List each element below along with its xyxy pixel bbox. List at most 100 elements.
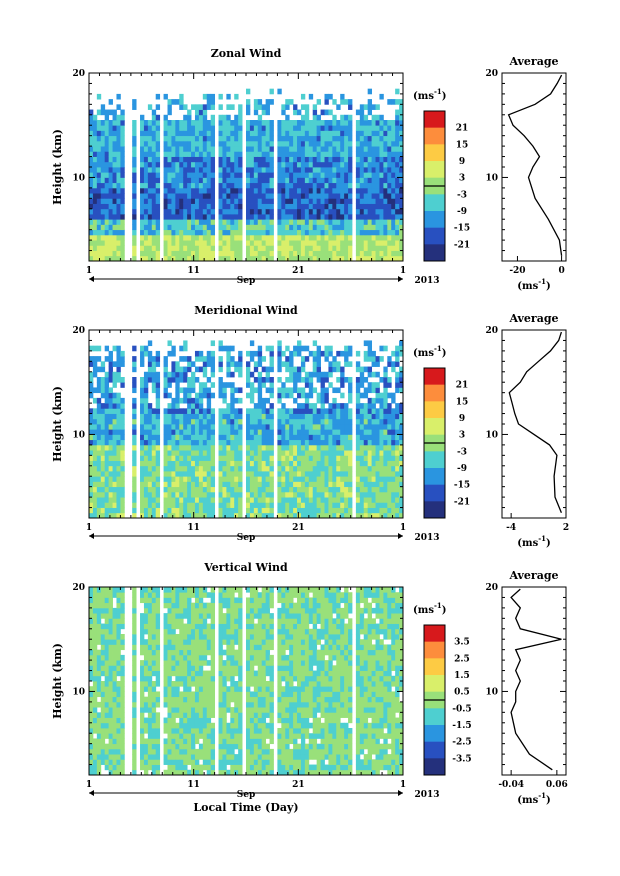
heatmap-cell (379, 408, 384, 414)
heatmap-cell (375, 193, 380, 199)
heatmap-cell (132, 460, 137, 467)
heatmap-cell (143, 177, 149, 184)
heatmap-cell (179, 413, 184, 420)
heatmap-cell (108, 172, 113, 178)
heatmap-cell (249, 219, 255, 225)
heatmap-cell (257, 512, 263, 519)
heatmap-cell (277, 460, 282, 467)
heatmap-cell (155, 397, 161, 404)
heatmap-cell (116, 759, 121, 765)
heatmap-cell (324, 99, 329, 105)
colorbar-tick-label: -15 (454, 481, 470, 491)
heatmap-cell (155, 214, 161, 220)
heatmap-cell (304, 224, 310, 231)
heatmap-cell (92, 424, 98, 430)
heatmap-cell (355, 130, 361, 137)
heatmap-cell (246, 135, 251, 142)
heatmap-cell (218, 512, 223, 519)
heatmap-cell (367, 151, 373, 157)
heatmap-cell (379, 471, 384, 477)
heatmap-cell (198, 203, 204, 210)
heatmap-cell (277, 434, 282, 441)
heatmap-cell (143, 665, 149, 671)
heatmap-cell (96, 717, 102, 724)
heatmap-cell (222, 219, 227, 225)
heatmap-cell (191, 135, 196, 142)
heatmap-cell (116, 234, 121, 241)
heatmap-cell (316, 476, 321, 482)
heatmap-cell (238, 203, 243, 210)
heatmap-cell (336, 240, 341, 246)
heatmap-cell (375, 255, 380, 262)
heatmap-cell (116, 460, 121, 467)
heatmap-cell (92, 177, 98, 184)
heatmap-cell (226, 240, 231, 246)
heatmap-cell (147, 240, 153, 246)
heatmap-cell (140, 377, 145, 383)
heatmap-cell (246, 424, 251, 430)
heatmap-cell (143, 717, 149, 724)
heatmap-cell (218, 471, 223, 477)
heatmap-cell (308, 182, 314, 189)
heatmap-cell (222, 502, 227, 508)
heatmap-cell (312, 455, 318, 461)
heatmap-cell (194, 424, 200, 430)
heatmap-cell (300, 512, 306, 519)
heatmap-cell (293, 146, 298, 152)
heatmap-cell (92, 418, 98, 425)
heatmap-cell (336, 502, 341, 508)
heatmap-cell (324, 387, 329, 394)
heatmap-cell (281, 418, 286, 425)
heatmap-cell (226, 403, 231, 409)
heatmap-cell (340, 512, 345, 519)
heatmap-cell (253, 177, 259, 184)
heatmap-cell (281, 177, 286, 184)
heatmap-cell (395, 450, 400, 456)
heatmap-cell (155, 255, 161, 262)
heatmap-cell (387, 156, 392, 163)
heatmap-cell (387, 377, 392, 383)
heatmap-cell (249, 151, 255, 157)
heatmap-cell (348, 214, 353, 220)
heatmap-cell (171, 418, 176, 425)
heatmap-cell (120, 597, 125, 604)
heatmap-cell (293, 424, 298, 430)
heatmap-cell (140, 717, 145, 724)
heatmap-cell (285, 104, 290, 110)
heatmap-cell (198, 366, 204, 373)
heatmap-cell (210, 371, 216, 378)
heatmap-cell (222, 392, 227, 399)
heatmap-cell (261, 397, 267, 404)
heatmap-cell (218, 429, 223, 435)
heatmap-cell (171, 125, 176, 131)
heatmap-cell (320, 214, 325, 220)
heatmap-cell (320, 350, 325, 357)
heatmap-cell (359, 366, 365, 373)
heatmap-cell (261, 245, 267, 251)
heatmap-cell (363, 255, 369, 262)
heatmap-cell (399, 450, 404, 456)
heatmap-cell (140, 208, 145, 215)
heatmap-cell (246, 208, 251, 215)
heatmap-cell (171, 350, 176, 357)
heatmap-cell (253, 193, 259, 199)
heatmap-cell (92, 476, 98, 482)
heatmap-cell (89, 733, 94, 739)
heatmap-cell (348, 208, 353, 215)
heatmap-cell (253, 439, 259, 446)
heatmap-cell (100, 717, 106, 724)
heatmap-cell (312, 120, 318, 126)
heatmap-cell (147, 759, 153, 765)
heatmap-cell (96, 224, 102, 231)
heatmap-cell (132, 382, 137, 388)
heatmap-cell (238, 167, 243, 173)
heatmap-cell (151, 408, 157, 414)
heatmap-cell (143, 151, 149, 157)
heatmap-cell (206, 93, 212, 100)
heatmap-cell (297, 481, 302, 488)
heatmap-cell (249, 507, 255, 514)
heatmap-cell (175, 234, 180, 241)
heatmap-cell (198, 486, 204, 493)
heatmap-cell (246, 125, 251, 131)
heatmap-cell (183, 208, 188, 215)
